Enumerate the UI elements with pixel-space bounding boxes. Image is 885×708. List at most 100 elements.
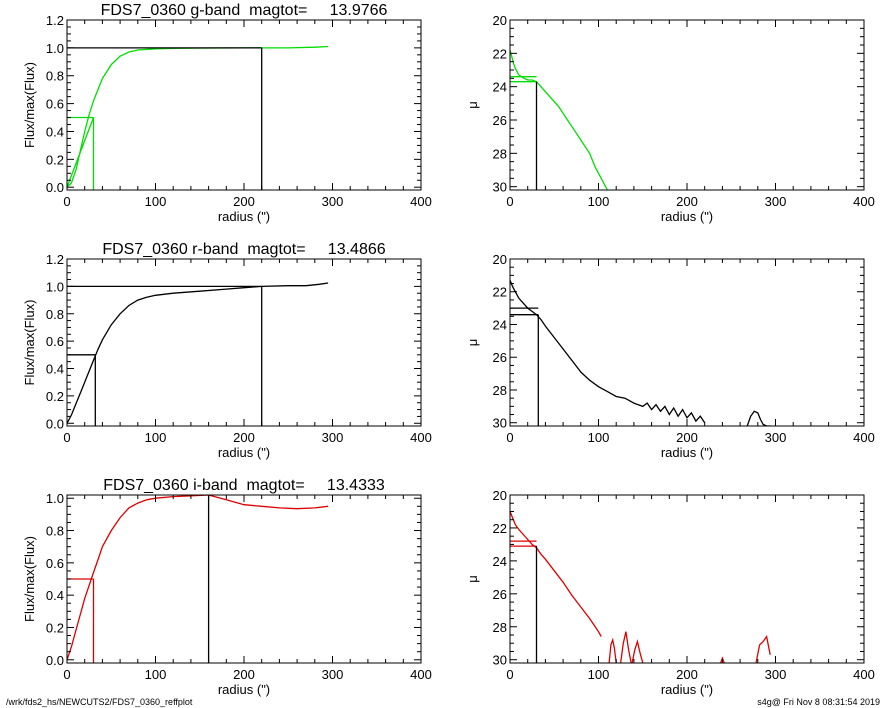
- footer-path: /wrk/fds2_hs/NEWCUTS2/FDS7_0360_reffplot: [6, 697, 193, 707]
- y-tick-label: 0.2: [46, 389, 64, 404]
- y-axis-title: Flux/max(Flux): [22, 300, 37, 386]
- y-tick-label: 0.6: [46, 334, 64, 349]
- panel-i-mu: 0 100 200 300 400 20 22 24 26 28 30 radius (") μ: [465, 488, 875, 697]
- x-tick-label: 0: [506, 194, 513, 209]
- x-tick-label: 200: [676, 667, 698, 682]
- x-tick-label: 0: [63, 430, 70, 445]
- y-tick-label: 0.6: [46, 97, 64, 112]
- y-tick-label: 28: [493, 620, 507, 635]
- panel-g-growth: 0 100 200 300 400 0.0 0.2 0.4 0.6 0.8 1.0 1.2 radius…: [22, 2, 432, 224]
- x-tick-label: 0: [63, 667, 70, 682]
- panels-group: 0 100 200 300 4000.00.20.40.60.81.01.2radius…: [22, 2, 875, 697]
- y-tick-label: 0.2: [46, 152, 64, 167]
- y-axis-title: μ: [465, 101, 480, 109]
- y-tick-label: 1.0: [46, 41, 64, 56]
- series-line-i-mu-0: [510, 511, 602, 637]
- series-line-g-mu-0: [510, 49, 608, 190]
- y-tick-label: 28: [493, 383, 507, 398]
- x-tick-label: 300: [322, 194, 344, 209]
- y-tick-label: 0.4: [46, 588, 64, 603]
- x-tick-label: 400: [853, 194, 875, 209]
- y-tick-label: 22: [493, 521, 507, 536]
- y-tick-label: 1.0: [46, 491, 64, 506]
- y-tick-label: 20: [493, 13, 507, 28]
- x-tick-label: 300: [322, 667, 344, 682]
- y-tick-label: 30: [493, 416, 507, 431]
- y-tick-label: 0.8: [46, 69, 64, 84]
- y-axis-title: μ: [465, 575, 480, 583]
- panel-r-mu: 0 100 200 300 400 20 22 24 26 28 30 radius (") μ: [465, 252, 875, 460]
- plot-frame-g-growth: [66, 19, 422, 191]
- y-tick-label: 20: [493, 252, 507, 267]
- marker-line-g-growth-0-2: [67, 117, 95, 188]
- panel-r-growth: 0 100 200 300 400 0.0 0.2 0.4 0.6 0.8 1.0 1.2 radius…: [22, 241, 432, 460]
- y-tick-label: 28: [493, 146, 507, 161]
- panel-title: FDS7_0360 i-band magtot= 13.4333: [103, 477, 385, 494]
- x-tick-label: 200: [233, 430, 255, 445]
- y-tick-label: 24: [493, 554, 507, 569]
- x-tick-label: 200: [676, 430, 698, 445]
- x-tick-label: 0: [506, 667, 513, 682]
- x-axis-title: radius ("): [218, 682, 270, 697]
- x-tick-label: 100: [588, 194, 610, 209]
- y-tick-label: 20: [493, 488, 507, 503]
- x-tick-label: 100: [588, 430, 610, 445]
- series-line-i-mu-5: [755, 634, 771, 663]
- y-tick-label: 26: [493, 587, 507, 602]
- y-tick-label: 0.8: [46, 524, 64, 539]
- y-tick-label: 30: [493, 653, 507, 668]
- y-tick-label: 0.0: [46, 180, 64, 195]
- series-line-r-mu-1: [746, 410, 772, 426]
- x-tick-label: 100: [145, 194, 167, 209]
- y-tick-label: 22: [493, 46, 507, 61]
- x-tick-label: 200: [676, 194, 698, 209]
- y-tick-label: 24: [493, 317, 507, 332]
- series-line-i-mu-3: [631, 639, 644, 663]
- y-tick-label: 0.4: [46, 124, 64, 139]
- x-axis-title: radius ("): [218, 445, 270, 460]
- y-tick-label: 0.0: [46, 653, 64, 668]
- series-line-r-growth-0: [67, 282, 329, 424]
- y-tick-label: 26: [493, 350, 507, 365]
- plot-frame-g-mu: [509, 19, 865, 191]
- y-tick-label: 1.2: [46, 13, 64, 28]
- y-tick-label: 26: [493, 113, 507, 128]
- x-tick-label: 200: [233, 194, 255, 209]
- y-tick-label: 0.2: [46, 620, 64, 635]
- plot-frame-r-mu: [509, 258, 865, 427]
- panel-title: FDS7_0360 r-band magtot= 13.4866: [102, 241, 385, 258]
- panel-i-growth: 0 100 200 300 400 0.0 0.2 0.4 0.6 0.8 1.0 radius ("…: [22, 477, 432, 697]
- series-line-r-mu-0: [510, 280, 706, 424]
- footer-timestamp: s4g@ Fri Nov 8 08:31:54 2019: [757, 697, 880, 707]
- x-tick-label: 100: [145, 430, 167, 445]
- x-tick-label: 100: [588, 667, 610, 682]
- series-line-i-mu-1: [608, 637, 617, 663]
- y-tick-label: 0.6: [46, 556, 64, 571]
- series-line-i-growth-0: [67, 495, 329, 661]
- x-tick-label: 400: [410, 667, 432, 682]
- plot-frame-i-mu: [509, 494, 865, 664]
- x-tick-label: 300: [765, 667, 787, 682]
- x-axis-title: radius ("): [661, 445, 713, 460]
- x-tick-label: 0: [506, 430, 513, 445]
- x-tick-label: 300: [765, 194, 787, 209]
- x-tick-label: 400: [410, 430, 432, 445]
- x-tick-label: 400: [853, 667, 875, 682]
- x-axis-title: radius ("): [218, 209, 270, 224]
- y-axis-title: μ: [465, 339, 480, 347]
- x-tick-label: 0: [63, 194, 70, 209]
- y-tick-label: 24: [493, 80, 507, 95]
- y-axis-title: Flux/max(Flux): [22, 62, 37, 148]
- y-tick-label: 1.2: [46, 252, 64, 267]
- series-line-i-mu-2: [619, 631, 632, 663]
- x-axis-title: radius ("): [661, 682, 713, 697]
- x-tick-label: 300: [322, 430, 344, 445]
- x-axis-title: radius ("): [661, 209, 713, 224]
- y-tick-label: 0.4: [46, 362, 64, 377]
- series-line-i-mu-4: [719, 656, 725, 663]
- panel-g-mu: 0 100 200 300 400 20 22 24 26 28 30 radius (") μ: [465, 13, 875, 224]
- panel-title: FDS7_0360 g-band magtot= 13.9766: [101, 2, 388, 19]
- x-tick-label: 400: [853, 430, 875, 445]
- y-tick-label: 0.8: [46, 307, 64, 322]
